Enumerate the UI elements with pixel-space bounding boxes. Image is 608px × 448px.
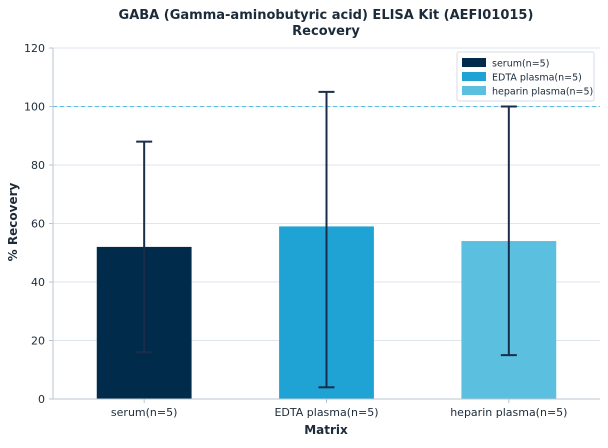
legend-label: heparin plasma(n=5) [492,87,593,98]
x-axis-label: Matrix [304,423,348,437]
legend-label: serum(n=5) [492,59,549,70]
legend-swatch [462,86,486,95]
x-tick-label: EDTA plasma(n=5) [274,406,378,419]
legend-swatch [462,72,486,81]
legend-swatch [462,58,486,67]
y-tick-label: 0 [38,393,45,406]
x-ticks: serum(n=5) EDTA plasma(n=5) heparin plasma… [111,399,567,419]
y-tick-label: 40 [31,276,45,289]
y-tick-label: 60 [31,218,45,231]
chart-title: GABA (Gamma-aminobutyric acid) ELISA Kit… [119,8,534,23]
x-tick-label: serum(n=5) [111,406,177,419]
legend-box [456,51,595,102]
y-tick-label: 80 [31,159,45,172]
legend-label: EDTA plasma(n=5) [492,73,582,84]
y-ticks: 0 20 40 60 80 100 120 [24,42,53,406]
chart-subtitle: Recovery [292,24,360,39]
y-axis-label: % Recovery [6,183,20,262]
y-tick-label: 100 [24,101,45,114]
error-bars [136,90,517,389]
x-tick-label: heparin plasma(n=5) [450,406,567,419]
legend: serum(n=5) EDTA plasma(n=5) heparin plasma… [456,51,595,102]
y-tick-label: 120 [24,42,45,55]
y-tick-label: 20 [31,335,45,348]
